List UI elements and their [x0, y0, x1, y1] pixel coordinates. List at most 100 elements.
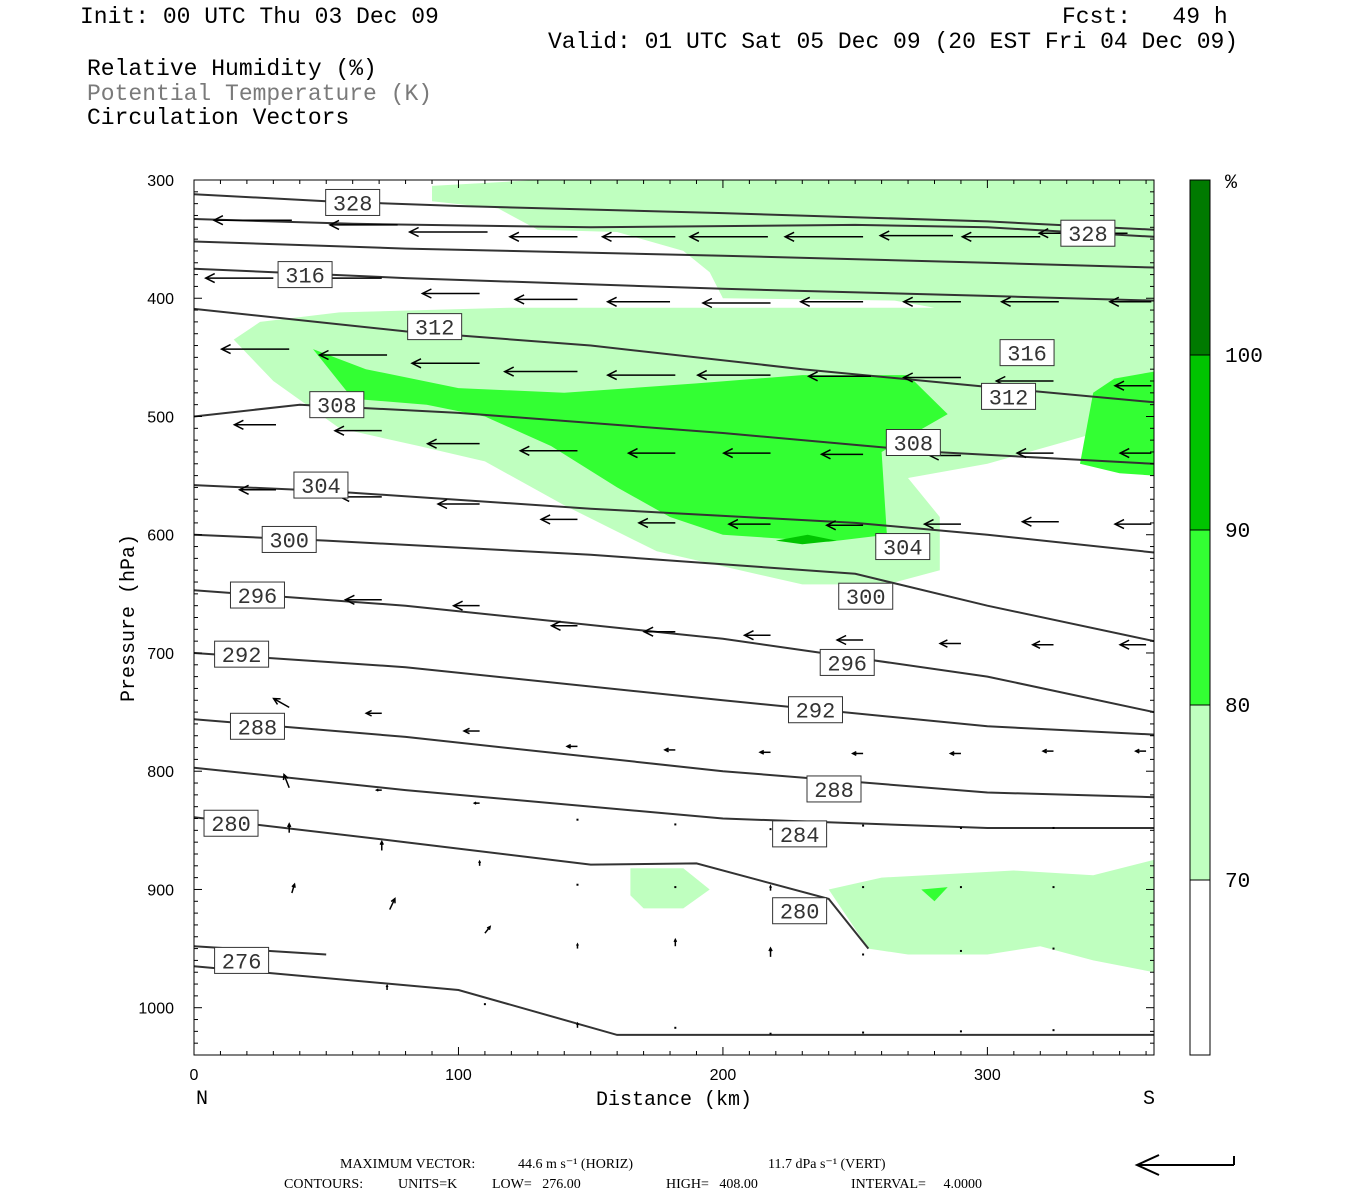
circulation-vector	[727, 518, 771, 530]
circulation-vector	[922, 518, 961, 530]
circulation-vector	[862, 953, 865, 956]
circulation-vector	[959, 1030, 962, 1033]
circulation-vector	[600, 231, 676, 242]
circulation-vector	[637, 517, 676, 529]
rh-region-90-100	[775, 534, 837, 545]
theta-contour-line	[194, 766, 1154, 829]
svg-text:300: 300	[846, 586, 886, 611]
svg-text:300: 300	[269, 529, 309, 554]
circulation-vector	[1134, 748, 1147, 754]
svg-text:292: 292	[222, 644, 262, 669]
contours-label: CONTOURS:	[284, 1177, 364, 1192]
max-vector-horiz: 44.6 m s⁻¹ (HORIZ)	[518, 1157, 634, 1172]
circulation-vector	[1020, 516, 1059, 527]
circulation-vector	[539, 514, 578, 525]
x-end-label-right: S	[1143, 1088, 1155, 1111]
circulation-vector	[576, 1021, 579, 1028]
contour-label: 328	[1060, 219, 1116, 248]
circulation-vector	[1015, 447, 1054, 459]
init-time: Init: 00 UTC Thu 03 Dec 09	[80, 4, 439, 30]
contour-label: 308	[309, 391, 365, 420]
max-vector-label: MAXIMUM VECTOR:	[340, 1157, 476, 1172]
y-tick-label: 500	[147, 409, 174, 426]
svg-text:328: 328	[333, 192, 373, 217]
svg-text:312: 312	[989, 386, 1029, 411]
svg-text:280: 280	[211, 813, 251, 838]
y-tick-label: 700	[147, 646, 174, 663]
circulation-vector	[722, 447, 771, 459]
circulation-vector	[825, 520, 864, 531]
circulation-vector	[605, 296, 671, 307]
theta-contour-line	[194, 267, 1154, 302]
circulation-vector	[1031, 640, 1054, 649]
circulation-vector	[674, 886, 677, 889]
circulation-vector	[674, 1026, 677, 1029]
contour-label: 280	[203, 809, 259, 838]
y-tick-label: 400	[147, 291, 174, 308]
circulation-vector	[769, 828, 772, 831]
contour-label: 300	[838, 582, 894, 611]
contour-label: 296	[229, 581, 285, 610]
contour-label: 308	[885, 429, 941, 458]
y-tick-label: 800	[147, 764, 174, 781]
circulation-vector	[742, 630, 771, 641]
circulation-vector	[819, 449, 864, 460]
circulation-vector	[1118, 639, 1147, 650]
contour-label: 296	[819, 648, 875, 677]
circulation-vector	[410, 358, 480, 369]
circulation-vector	[462, 727, 480, 735]
circulation-vector	[878, 230, 954, 241]
circulation-vector	[282, 773, 290, 789]
contour-label: 316	[999, 339, 1055, 368]
theta-contour-line	[194, 816, 870, 950]
x-tick-label: 300	[974, 1067, 1001, 1084]
x-tick-label: 200	[710, 1067, 737, 1084]
contours-low: LOW= 276.00	[492, 1177, 581, 1192]
svg-text:292: 292	[796, 700, 836, 725]
colorbar-level-label: 100	[1225, 346, 1263, 369]
circulation-vector	[478, 859, 482, 866]
circulation-vector	[237, 484, 276, 495]
svg-text:284: 284	[780, 824, 820, 849]
circulation-vector	[472, 801, 480, 805]
theta-contour-line	[194, 718, 1154, 799]
circulation-vector	[674, 823, 677, 826]
circulation-vector	[806, 371, 872, 382]
contour-label: 284	[772, 820, 828, 849]
circulation-vector	[663, 747, 676, 753]
circulation-vector	[768, 946, 773, 957]
circulation-vector	[862, 1031, 865, 1034]
circulation-vector	[626, 447, 676, 459]
theta-contour-line	[194, 589, 1154, 714]
circulation-vector	[343, 594, 382, 605]
circulation-vector	[407, 226, 488, 238]
svg-text:296: 296	[827, 652, 867, 677]
rh-region-80-90	[921, 887, 948, 902]
circulation-vector	[769, 884, 772, 891]
circulation-vector	[508, 231, 578, 242]
contour-label: 312	[981, 382, 1037, 411]
x-axis-label: Distance (km)	[596, 1089, 752, 1112]
contour-label: 304	[293, 471, 349, 500]
svg-text:328: 328	[1068, 223, 1108, 248]
circulation-vector	[959, 826, 962, 829]
svg-text:304: 304	[301, 475, 341, 500]
legend-circulation-vectors: Circulation Vectors	[87, 105, 350, 131]
contour-label: 288	[806, 775, 862, 804]
y-tick-label: 1000	[138, 1001, 174, 1018]
colorbar: 70 80 90 100	[1189, 179, 1263, 1056]
contour-label: 280	[772, 897, 828, 926]
circulation-vector	[576, 818, 579, 821]
svg-text:316: 316	[1007, 343, 1047, 368]
contour-label: 292	[787, 696, 843, 725]
circulation-vector	[1052, 826, 1055, 829]
theta-contour-line	[194, 965, 1154, 1036]
colorbar-swatch	[1189, 354, 1211, 531]
svg-text:276: 276	[222, 950, 262, 975]
circulation-vector	[549, 620, 578, 631]
colorbar-unit: %	[1225, 172, 1238, 195]
contour-label: 312	[407, 313, 463, 342]
circulation-vector	[374, 788, 382, 792]
circulation-vector	[673, 937, 678, 947]
